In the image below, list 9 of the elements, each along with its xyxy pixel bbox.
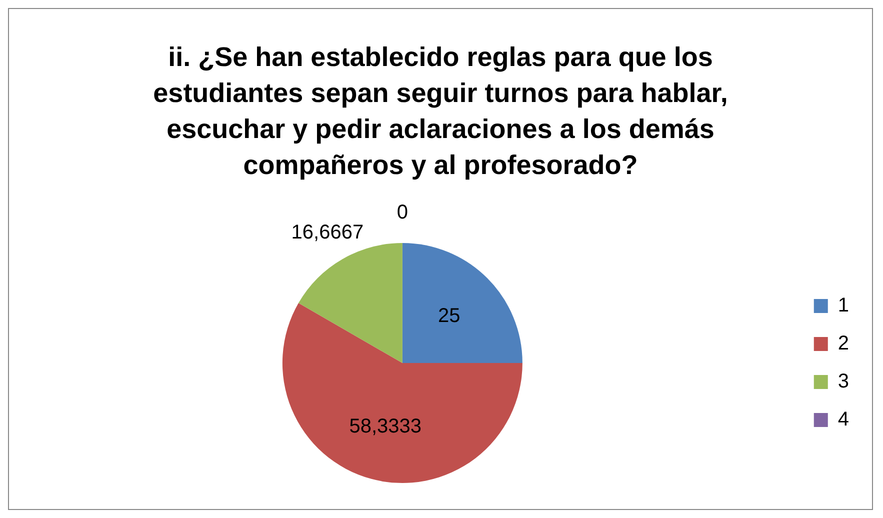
data-label: 16,6667 — [291, 222, 364, 244]
legend-label: 4 — [838, 408, 849, 431]
data-label: 25 — [438, 304, 460, 327]
chart-title: ii. ¿Se han establecido reglas para que los estudiantes sepan seguir turnos para hablar, escuchar y pedir aclaraciones a los demás compañeros y al profesorado? — [152, 41, 729, 182]
data-label: 58,3333 — [349, 415, 422, 438]
legend-label: 3 — [838, 370, 849, 393]
legend-label: 1 — [838, 294, 849, 317]
legend-label: 2 — [838, 332, 849, 355]
text: 0 — [396, 202, 408, 224]
